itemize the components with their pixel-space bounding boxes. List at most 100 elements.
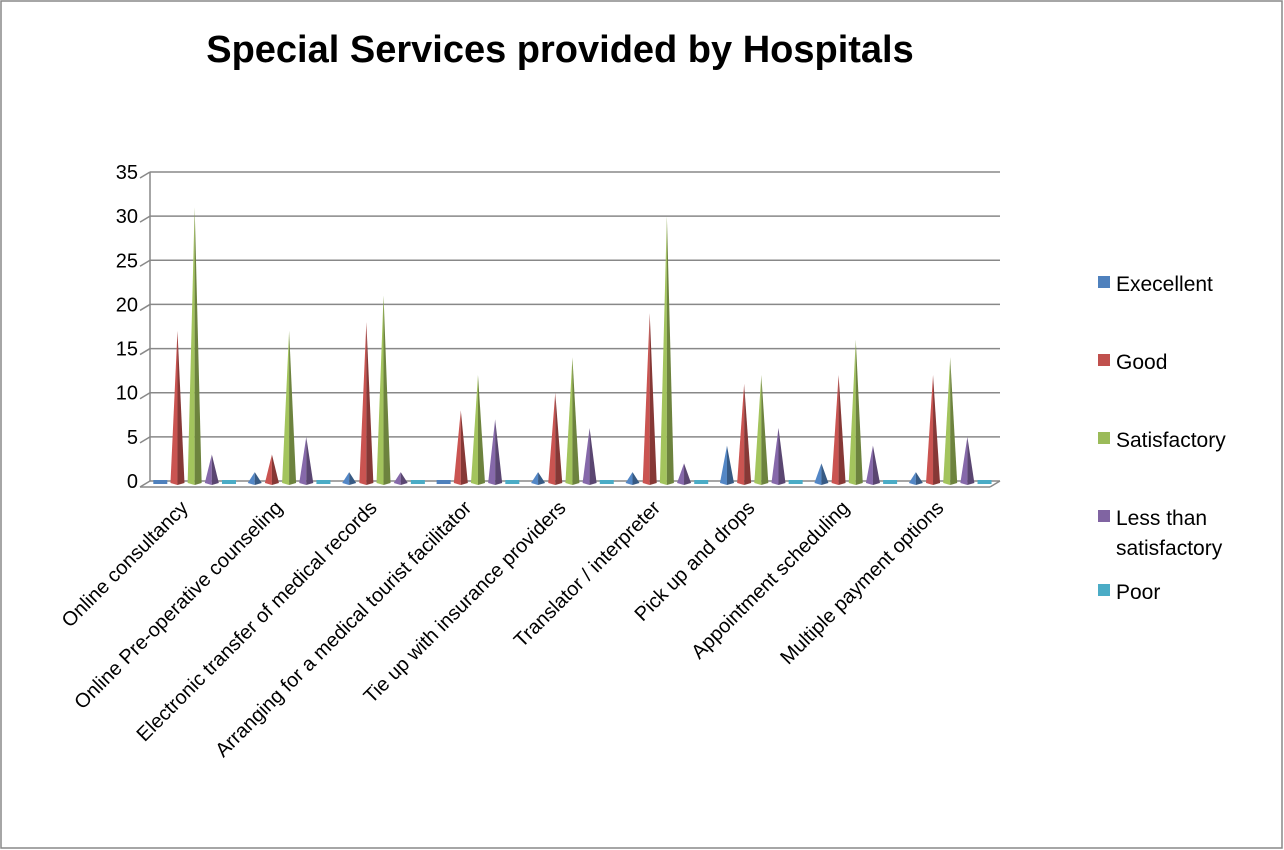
cone-bar <box>909 472 923 485</box>
cone-left <box>814 463 821 485</box>
chart: Special Services provided by Hospitals 0… <box>0 0 1284 850</box>
cone-left <box>454 410 461 485</box>
cone-right <box>839 375 846 485</box>
cone-left <box>265 455 272 485</box>
cone-left <box>626 472 633 485</box>
cone-bar <box>153 480 167 484</box>
cone-left <box>943 357 950 485</box>
y-tick-label: 20 <box>116 294 138 316</box>
cone-bar <box>626 472 640 485</box>
legend-item: Poor <box>1098 578 1268 608</box>
legend-swatch <box>1098 584 1110 596</box>
cone-right <box>255 472 262 485</box>
cone-bar <box>377 296 391 485</box>
cone-bar <box>943 357 957 485</box>
cone-left <box>394 472 401 485</box>
legend-label: Execellent <box>1116 270 1213 300</box>
cone-left <box>926 375 933 485</box>
x-tick-label: Tie up with insurance providers <box>360 497 571 708</box>
cone-right <box>650 313 657 485</box>
y-tick-label: 0 <box>127 471 138 493</box>
x-tick-label: Appointment scheduling <box>687 497 854 664</box>
y-tick-label: 15 <box>116 339 138 361</box>
cone-bar <box>316 480 330 484</box>
cone-right <box>667 216 674 485</box>
cone-left <box>170 331 177 485</box>
y-tick-label: 10 <box>116 383 138 405</box>
legend: ExecellentGoodSatisfactoryLess than sati… <box>1098 270 1268 608</box>
cone-right <box>478 375 485 485</box>
cone-left <box>471 375 478 485</box>
cone-right <box>916 472 923 485</box>
cone-right <box>366 322 373 485</box>
x-tick-label: Multiple payment options <box>776 497 948 669</box>
legend-swatch <box>1098 432 1110 444</box>
cone-right <box>744 384 751 485</box>
cone-bar <box>660 216 674 485</box>
cone-left <box>832 375 839 485</box>
cone-bar <box>454 410 468 485</box>
cone-right <box>289 331 296 485</box>
cone-left <box>720 446 727 485</box>
cone-right <box>727 446 734 485</box>
cone-left <box>548 393 555 485</box>
legend-item: Less than satisfactory <box>1098 504 1268 564</box>
cone-base <box>153 480 167 484</box>
legend-label: Poor <box>1116 578 1160 608</box>
cone-base <box>437 480 451 484</box>
legend-swatch <box>1098 354 1110 366</box>
cone-bar <box>282 331 296 485</box>
grid-line-side <box>140 393 150 399</box>
cone-right <box>461 410 468 485</box>
legend-swatch <box>1098 276 1110 288</box>
cone-bar <box>814 463 828 485</box>
cone-bar <box>531 472 545 485</box>
cone-bar <box>394 472 408 485</box>
cone-bar <box>188 207 202 485</box>
x-tick-label: Online Pre-operative counseling <box>70 497 287 714</box>
cone-right <box>684 463 691 485</box>
cone-bar <box>978 480 992 484</box>
cone-left <box>359 322 366 485</box>
cone-bar <box>565 357 579 485</box>
grid-line-side <box>140 260 150 266</box>
cone-right <box>967 437 974 485</box>
cone-bar <box>926 375 940 485</box>
grid-line-side <box>140 349 150 355</box>
page: Special Services provided by Hospitals 0… <box>0 0 1284 850</box>
cone-left <box>531 472 538 485</box>
cone-bar <box>222 480 236 484</box>
cone-base <box>600 480 614 484</box>
cone-bar <box>411 480 425 484</box>
cone-right <box>761 375 768 485</box>
cone-bar <box>342 472 356 485</box>
cone-left <box>299 437 306 485</box>
cone-base <box>505 480 519 484</box>
cone-right <box>349 472 356 485</box>
cone-left <box>205 455 212 485</box>
cone-bar <box>737 384 751 485</box>
cone-left <box>377 296 384 485</box>
cone-bar <box>299 437 313 485</box>
cone-left <box>188 207 195 485</box>
cone-right <box>950 357 957 485</box>
cone-right <box>873 446 880 485</box>
cone-bar <box>720 446 734 485</box>
cone-right <box>177 331 184 485</box>
cone-bar <box>205 455 219 485</box>
y-tick-label: 5 <box>127 427 138 449</box>
cone-base <box>694 480 708 484</box>
cone-bar <box>505 480 519 484</box>
cone-bar <box>677 463 691 485</box>
cone-bar <box>488 419 502 485</box>
cone-left <box>660 216 667 485</box>
cone-bar <box>960 437 974 485</box>
cone-right <box>212 455 219 485</box>
cone-bar <box>170 331 184 485</box>
cone-left <box>754 375 761 485</box>
cone-bar <box>643 313 657 485</box>
cone-bar <box>754 375 768 485</box>
cone-bar <box>789 480 803 484</box>
cone-right <box>495 419 502 485</box>
cone-left <box>565 357 572 485</box>
